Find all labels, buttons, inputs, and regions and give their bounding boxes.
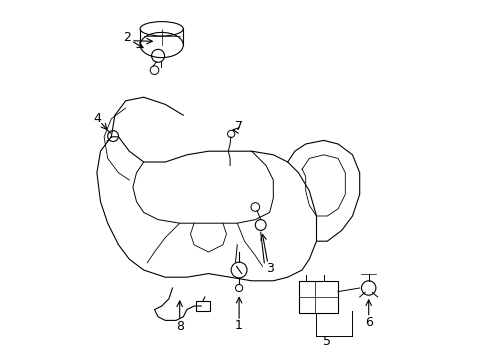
Text: 8: 8 [175,320,183,333]
Text: 1: 1 [235,319,243,332]
Bar [298,281,337,313]
Text: 2: 2 [123,31,131,44]
Bar [196,301,210,311]
Text: 4: 4 [93,112,101,125]
Text: 5: 5 [323,335,331,348]
Text: 3: 3 [265,262,273,275]
Text: 6: 6 [364,316,372,329]
Text: 7: 7 [235,120,243,133]
